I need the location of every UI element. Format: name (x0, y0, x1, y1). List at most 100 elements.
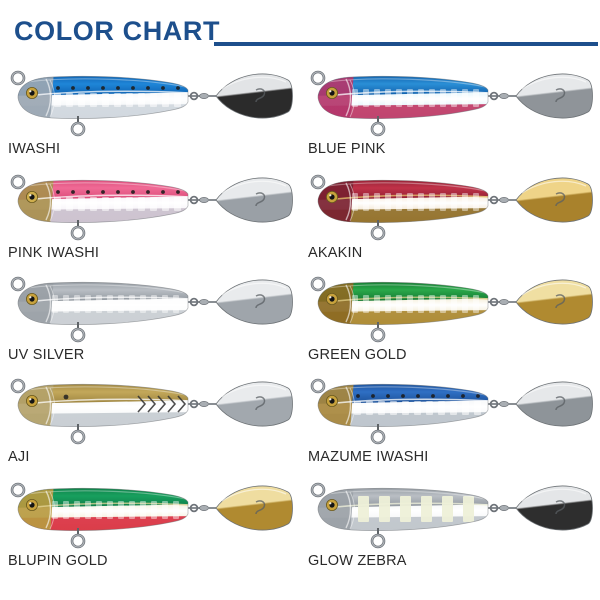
body-outline (317, 487, 489, 531)
body-markings (63, 394, 187, 413)
nose-split-ring (310, 276, 326, 292)
lure-eye (325, 292, 338, 305)
body-markings (352, 193, 479, 211)
lure-card-uv-silver[interactable]: UV SILVER (0, 264, 300, 370)
body-outline (17, 75, 189, 119)
spinner-blade (515, 73, 593, 119)
lure-image (306, 370, 596, 445)
blade-logo-icon (555, 88, 566, 103)
lure-illustration (10, 174, 293, 241)
blade-logo-icon (255, 192, 266, 207)
lure-body (318, 180, 488, 223)
lure-image (6, 268, 296, 343)
page-header: COLOR CHART (0, 0, 600, 58)
lure-eye (25, 394, 38, 407)
nose-split-ring (310, 70, 326, 86)
lure-card-blupin-gold[interactable]: BLUPIN GOLD (0, 470, 300, 576)
lure-body (318, 76, 488, 119)
belly-split-ring (370, 424, 386, 445)
lure-eye (325, 190, 338, 203)
spinner-blade (215, 485, 293, 531)
lure-image (306, 166, 596, 241)
blade-logo-icon (555, 396, 566, 411)
blade-logo-icon (255, 500, 266, 515)
color-name-label: GLOW ZEBRA (308, 553, 407, 569)
swivel-connector (188, 399, 216, 409)
body-outline (17, 487, 189, 531)
lure-eye (25, 292, 38, 305)
blade-logo-icon (255, 396, 266, 411)
lure-body (18, 384, 188, 427)
lure-body (18, 282, 188, 325)
nose-split-ring (10, 174, 26, 190)
swivel-connector (488, 297, 516, 307)
belly-split-ring (370, 528, 386, 549)
belly-split-ring (70, 116, 86, 137)
body-outline (317, 179, 489, 223)
belly-split-ring (70, 220, 86, 241)
body-markings (54, 86, 181, 107)
lure-card-akakin[interactable]: AKAKIN (300, 162, 600, 268)
lure-body (18, 488, 188, 531)
blade-logo-icon (255, 88, 266, 103)
lure-illustration (10, 378, 293, 445)
lure-illustration (310, 378, 593, 445)
nose-split-ring (310, 174, 326, 190)
belly-split-ring (370, 322, 386, 343)
lure-eye (325, 394, 338, 407)
lure-image (306, 268, 596, 343)
body-markings (352, 89, 479, 107)
swivel-connector (488, 195, 516, 205)
color-name-label: PINK IWASHI (8, 245, 100, 261)
title-underline-rule (214, 42, 598, 46)
body-markings (352, 295, 479, 313)
lure-illustration (310, 70, 593, 137)
lure-card-green-gold[interactable]: GREEN GOLD (300, 264, 600, 370)
lure-eye (25, 86, 38, 99)
blade-logo-icon (555, 192, 566, 207)
lure-image (6, 474, 296, 549)
lure-card-blue-pink[interactable]: BLUE PINK (300, 58, 600, 164)
lure-card-pink-iwashi[interactable]: PINK IWASHI (0, 162, 300, 268)
color-name-label: MAZUME IWASHI (308, 449, 429, 465)
lure-illustration (310, 482, 593, 549)
body-outline (17, 281, 189, 325)
color-name-label: BLUPIN GOLD (8, 553, 108, 569)
lure-eye (25, 190, 38, 203)
lure-image (6, 370, 296, 445)
lure-card-glow-zebra[interactable]: GLOW ZEBRA (300, 470, 600, 576)
color-name-label: GREEN GOLD (308, 347, 407, 363)
lure-body (18, 180, 188, 223)
swivel-connector (488, 503, 516, 513)
lure-body (318, 384, 488, 427)
lure-image (6, 62, 296, 137)
spinner-blade (515, 177, 593, 223)
body-markings (358, 496, 474, 522)
color-name-label: AKAKIN (308, 245, 363, 261)
spinner-blade (215, 381, 293, 427)
body-markings (54, 190, 181, 211)
body-outline (317, 75, 489, 119)
spinner-blade (215, 73, 293, 119)
color-name-label: AJI (8, 449, 30, 465)
swivel-connector (488, 399, 516, 409)
lure-card-mazume-iwashi[interactable]: MAZUME IWASHI (300, 366, 600, 472)
belly-split-ring (370, 116, 386, 137)
body-outline (317, 383, 489, 427)
spinner-blade (215, 177, 293, 223)
body-markings (52, 295, 179, 313)
nose-split-ring (10, 482, 26, 498)
lure-body (318, 282, 488, 325)
lure-card-aji[interactable]: AJI (0, 366, 300, 472)
body-markings (354, 394, 481, 415)
lure-body (18, 76, 188, 119)
lure-illustration (10, 482, 293, 549)
nose-split-ring (310, 378, 326, 394)
nose-split-ring (10, 70, 26, 86)
blade-logo-icon (555, 294, 566, 309)
belly-split-ring (70, 322, 86, 343)
color-name-label: BLUE PINK (308, 141, 386, 157)
blade-logo-icon (255, 294, 266, 309)
lure-card-iwashi[interactable]: IWASHI (0, 58, 300, 164)
lure-illustration (10, 276, 293, 343)
